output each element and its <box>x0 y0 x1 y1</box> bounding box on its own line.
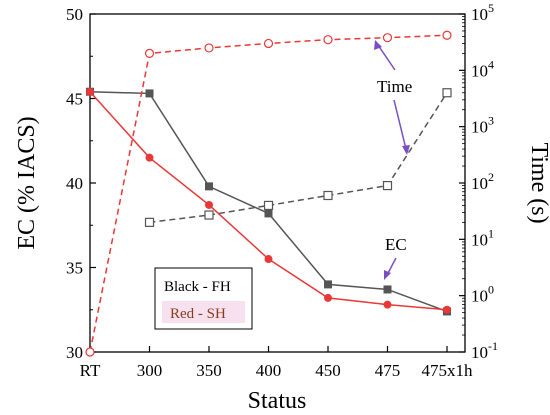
y2-tick-label: 102 <box>471 170 494 193</box>
series-line <box>89 91 448 311</box>
annotation-time-arrow-2 <box>393 99 407 150</box>
series-1 <box>86 87 451 314</box>
data-point-circle <box>205 200 213 209</box>
y-tick-label: 40 <box>66 174 83 193</box>
data-point-open-square <box>382 180 393 191</box>
y2-tick-label: 104 <box>471 57 494 80</box>
x-tick-label: 450 <box>315 361 341 380</box>
data-point-circle <box>324 293 332 302</box>
y-tick-label: 35 <box>66 259 83 278</box>
annotation-time-arrowhead-2 <box>402 145 410 155</box>
data-point-open-circle <box>382 33 393 43</box>
data-point-circle <box>443 305 451 314</box>
data-point-open-square <box>204 210 214 220</box>
data-point-circle <box>145 153 154 162</box>
data-point-open-square <box>442 88 452 98</box>
data-point-circle <box>86 87 94 96</box>
y2-tick-label: 100 <box>471 283 494 306</box>
annotation-ec: EC <box>385 235 407 254</box>
y2-tick-label: 103 <box>471 114 494 137</box>
x-tick-label: RT <box>80 361 101 380</box>
annotation-time-arrowhead-1 <box>374 40 382 50</box>
x-tick-label: 475 <box>375 361 401 380</box>
y-tick-label: 45 <box>66 90 83 109</box>
x-axis-title: Status <box>248 388 307 414</box>
data-point-open-circle <box>204 43 214 53</box>
y-tick-label: 30 <box>66 343 83 362</box>
y2-tick-label: 105 <box>471 1 494 24</box>
x-tick-label: 350 <box>196 361 222 380</box>
annotation-time-arrow-1 <box>377 44 396 71</box>
legend-highlight-red-sh <box>162 301 245 323</box>
legend: Black - FH Red - SH <box>154 267 253 330</box>
y-tick-label: 50 <box>66 5 83 24</box>
series-2 <box>85 30 452 357</box>
series-3 <box>144 88 452 227</box>
data-point-open-square <box>263 200 274 211</box>
y2-tick-label: 10-1 <box>471 339 498 362</box>
data-point-open-circle <box>323 35 333 45</box>
x-tick-label: 475x1h <box>422 361 474 380</box>
data-point-open-circle <box>442 30 452 40</box>
data-point-open-circle <box>144 48 155 58</box>
data-point-square <box>205 182 213 191</box>
data-point-square <box>324 280 332 289</box>
y-axis-title: EC (% IACS) <box>14 116 40 249</box>
annotation-ec-arrowhead <box>384 270 391 280</box>
y2-tick-label: 101 <box>471 226 494 249</box>
legend-entry-red-sh: Red - SH <box>170 306 226 322</box>
data-point-circle <box>264 255 273 264</box>
plot-frame <box>89 13 466 353</box>
data-point-open-circle <box>263 38 274 49</box>
data-point-square <box>145 89 154 98</box>
data-point-open-square <box>323 190 333 201</box>
data-point-open-square <box>144 217 155 227</box>
x-tick-label: 400 <box>256 361 282 380</box>
legend-entry-black-fh: Black - FH <box>164 279 231 295</box>
data-point-square <box>264 209 273 218</box>
data-point-square <box>383 285 392 294</box>
data-point-circle <box>383 300 392 309</box>
x-tick-label: 300 <box>137 361 163 380</box>
annotation-time: Time <box>377 77 412 96</box>
data-point-open-circle <box>85 347 95 357</box>
y2-axis-title: Time (s) <box>526 142 550 223</box>
series-line <box>149 92 448 224</box>
